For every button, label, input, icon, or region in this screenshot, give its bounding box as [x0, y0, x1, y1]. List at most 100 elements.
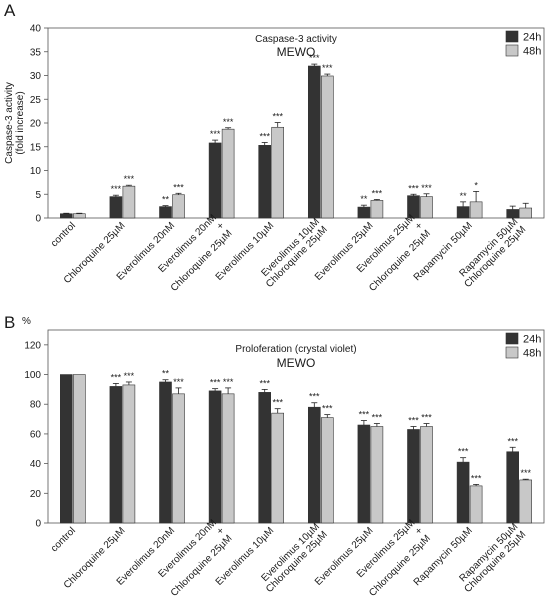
significance-marker: *** — [520, 468, 531, 478]
x-tick-label: control — [49, 220, 78, 249]
y-tick-label: 20 — [30, 489, 42, 500]
x-tick-label-line: Everolimus 20nM — [157, 213, 219, 275]
significance-marker: *** — [507, 436, 518, 446]
bar — [258, 392, 272, 524]
legend-label: 48h — [523, 46, 541, 58]
significance-marker: *** — [259, 131, 270, 141]
significance-marker: *** — [421, 183, 432, 193]
bar — [208, 390, 222, 524]
bar — [271, 412, 285, 524]
x-tick-label-line: control — [49, 525, 78, 554]
significance-marker: *** — [458, 447, 469, 457]
bar — [73, 374, 86, 524]
bar — [456, 206, 470, 219]
significance-marker: *** — [359, 410, 370, 420]
x-tick-label-line: Chloroquine 25µM — [169, 228, 235, 294]
bar — [221, 128, 235, 219]
y-tick-label: 120 — [24, 340, 41, 351]
bar — [407, 429, 420, 524]
x-tick-label-line: Everolimus 20nM — [157, 518, 219, 580]
bar — [109, 386, 123, 524]
significance-marker: *** — [322, 63, 333, 73]
x-tick-label-line: Everolimus 25µM — [355, 518, 418, 581]
y-axis-label: (fold increase) — [15, 91, 26, 154]
x-tick-label: control — [49, 525, 78, 554]
significance-marker: ** — [460, 191, 468, 201]
significance-marker: * — [474, 180, 478, 190]
bar — [357, 424, 371, 524]
significance-marker: *** — [259, 378, 270, 388]
significance-marker: ** — [360, 194, 368, 204]
y-tick-label: 0 — [35, 214, 41, 225]
significance-marker: *** — [124, 174, 135, 184]
bar — [370, 426, 384, 524]
legend-swatch — [505, 346, 519, 359]
significance-marker: *** — [223, 377, 234, 387]
significance-marker: *** — [223, 117, 234, 127]
bar — [320, 417, 334, 524]
bar — [221, 393, 235, 524]
bar — [370, 200, 384, 219]
y-tick-label: 0 — [35, 519, 41, 530]
bar — [122, 185, 136, 219]
bar — [159, 381, 172, 524]
bar — [469, 201, 483, 219]
significance-marker: *** — [210, 129, 221, 139]
significance-marker: *** — [309, 392, 320, 402]
bar — [519, 479, 533, 524]
y-tick-label: 40 — [30, 24, 42, 35]
bar — [172, 393, 185, 524]
bar — [420, 426, 433, 524]
x-tick-label-line: Everolimus 25µM — [355, 213, 418, 276]
y-tick-label: 30 — [30, 71, 42, 82]
significance-marker: *** — [309, 53, 320, 63]
significance-marker: *** — [173, 182, 184, 192]
bar — [122, 384, 136, 524]
y-tick-label: 60 — [30, 429, 42, 440]
legend-swatch — [505, 332, 519, 345]
bar — [271, 126, 285, 219]
y-tick-label: 80 — [30, 400, 42, 411]
y-tick-label: 35 — [30, 47, 42, 58]
bar — [456, 461, 470, 524]
bar — [420, 196, 433, 219]
bar — [469, 485, 483, 524]
bar — [59, 374, 73, 524]
bar — [357, 206, 371, 219]
significance-marker: *** — [111, 372, 122, 382]
y-tick-label: 100 — [24, 370, 41, 381]
x-tick-label-line: Chloroquine 25µM — [367, 228, 433, 294]
significance-marker: ** — [162, 195, 170, 205]
bar — [59, 213, 73, 219]
chart-title: Proloferation (crystal violet) — [235, 344, 356, 355]
significance-marker: *** — [173, 377, 184, 387]
y-tick-label: 5 — [35, 190, 41, 201]
significance-marker: ** — [162, 369, 170, 379]
legend-label: 24h — [523, 32, 541, 44]
significance-marker: *** — [372, 413, 383, 423]
bar — [320, 75, 334, 219]
significance-marker: *** — [421, 413, 432, 423]
bar — [159, 206, 172, 219]
plot-frame — [47, 329, 545, 524]
significance-marker: *** — [111, 184, 122, 194]
y-tick-label: 25 — [30, 95, 42, 106]
bar — [307, 406, 321, 524]
chart-subtitle: MEWO — [277, 356, 316, 370]
panel-label: A — [4, 1, 16, 20]
legend-label: 48h — [523, 348, 541, 360]
bar — [258, 145, 272, 219]
chart-title: Caspase-3 activity — [255, 34, 337, 45]
chart-panel-b: B 0 20 40 60 80 100 120% Proloferation (crystal … — [4, 313, 545, 597]
y-tick-label: 10 — [30, 166, 42, 177]
significance-marker: *** — [471, 473, 482, 483]
bar — [307, 65, 321, 219]
significance-marker: *** — [272, 112, 283, 122]
bar — [506, 451, 520, 524]
legend-swatch — [505, 44, 519, 57]
significance-marker: *** — [322, 404, 333, 414]
bar — [172, 194, 185, 219]
significance-marker: *** — [408, 416, 419, 426]
significance-marker: *** — [210, 378, 221, 388]
